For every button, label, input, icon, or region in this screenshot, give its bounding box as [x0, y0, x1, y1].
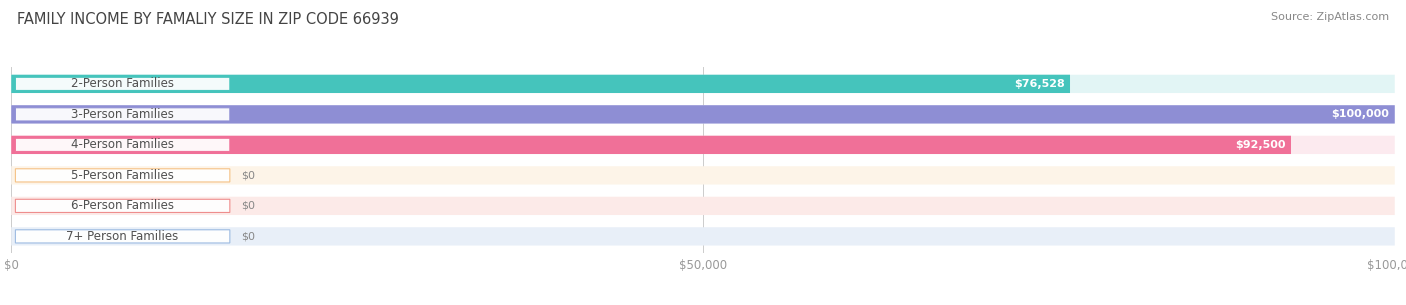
- Text: Source: ZipAtlas.com: Source: ZipAtlas.com: [1271, 12, 1389, 22]
- Text: $0: $0: [240, 170, 254, 180]
- Text: 3-Person Families: 3-Person Families: [72, 108, 174, 121]
- Text: $100,000: $100,000: [1331, 109, 1389, 119]
- FancyBboxPatch shape: [15, 138, 229, 152]
- Text: $76,528: $76,528: [1014, 79, 1064, 89]
- Text: $0: $0: [240, 201, 254, 211]
- FancyBboxPatch shape: [11, 227, 1395, 246]
- Text: $92,500: $92,500: [1234, 140, 1285, 150]
- FancyBboxPatch shape: [11, 197, 1395, 215]
- Text: 4-Person Families: 4-Person Families: [72, 138, 174, 151]
- FancyBboxPatch shape: [15, 199, 229, 213]
- Text: 2-Person Families: 2-Person Families: [72, 77, 174, 90]
- FancyBboxPatch shape: [11, 75, 1395, 93]
- Text: FAMILY INCOME BY FAMALIY SIZE IN ZIP CODE 66939: FAMILY INCOME BY FAMALIY SIZE IN ZIP COD…: [17, 12, 399, 27]
- Text: $0: $0: [240, 231, 254, 241]
- FancyBboxPatch shape: [11, 136, 1395, 154]
- FancyBboxPatch shape: [15, 108, 229, 121]
- Text: 5-Person Families: 5-Person Families: [72, 169, 174, 182]
- Text: 7+ Person Families: 7+ Person Families: [66, 230, 179, 243]
- FancyBboxPatch shape: [15, 230, 229, 243]
- FancyBboxPatch shape: [15, 169, 229, 182]
- FancyBboxPatch shape: [11, 105, 1395, 124]
- FancyBboxPatch shape: [11, 136, 1291, 154]
- FancyBboxPatch shape: [11, 166, 1395, 185]
- Text: 6-Person Families: 6-Person Families: [72, 199, 174, 212]
- FancyBboxPatch shape: [11, 75, 1070, 93]
- FancyBboxPatch shape: [11, 105, 1395, 124]
- FancyBboxPatch shape: [15, 77, 229, 91]
